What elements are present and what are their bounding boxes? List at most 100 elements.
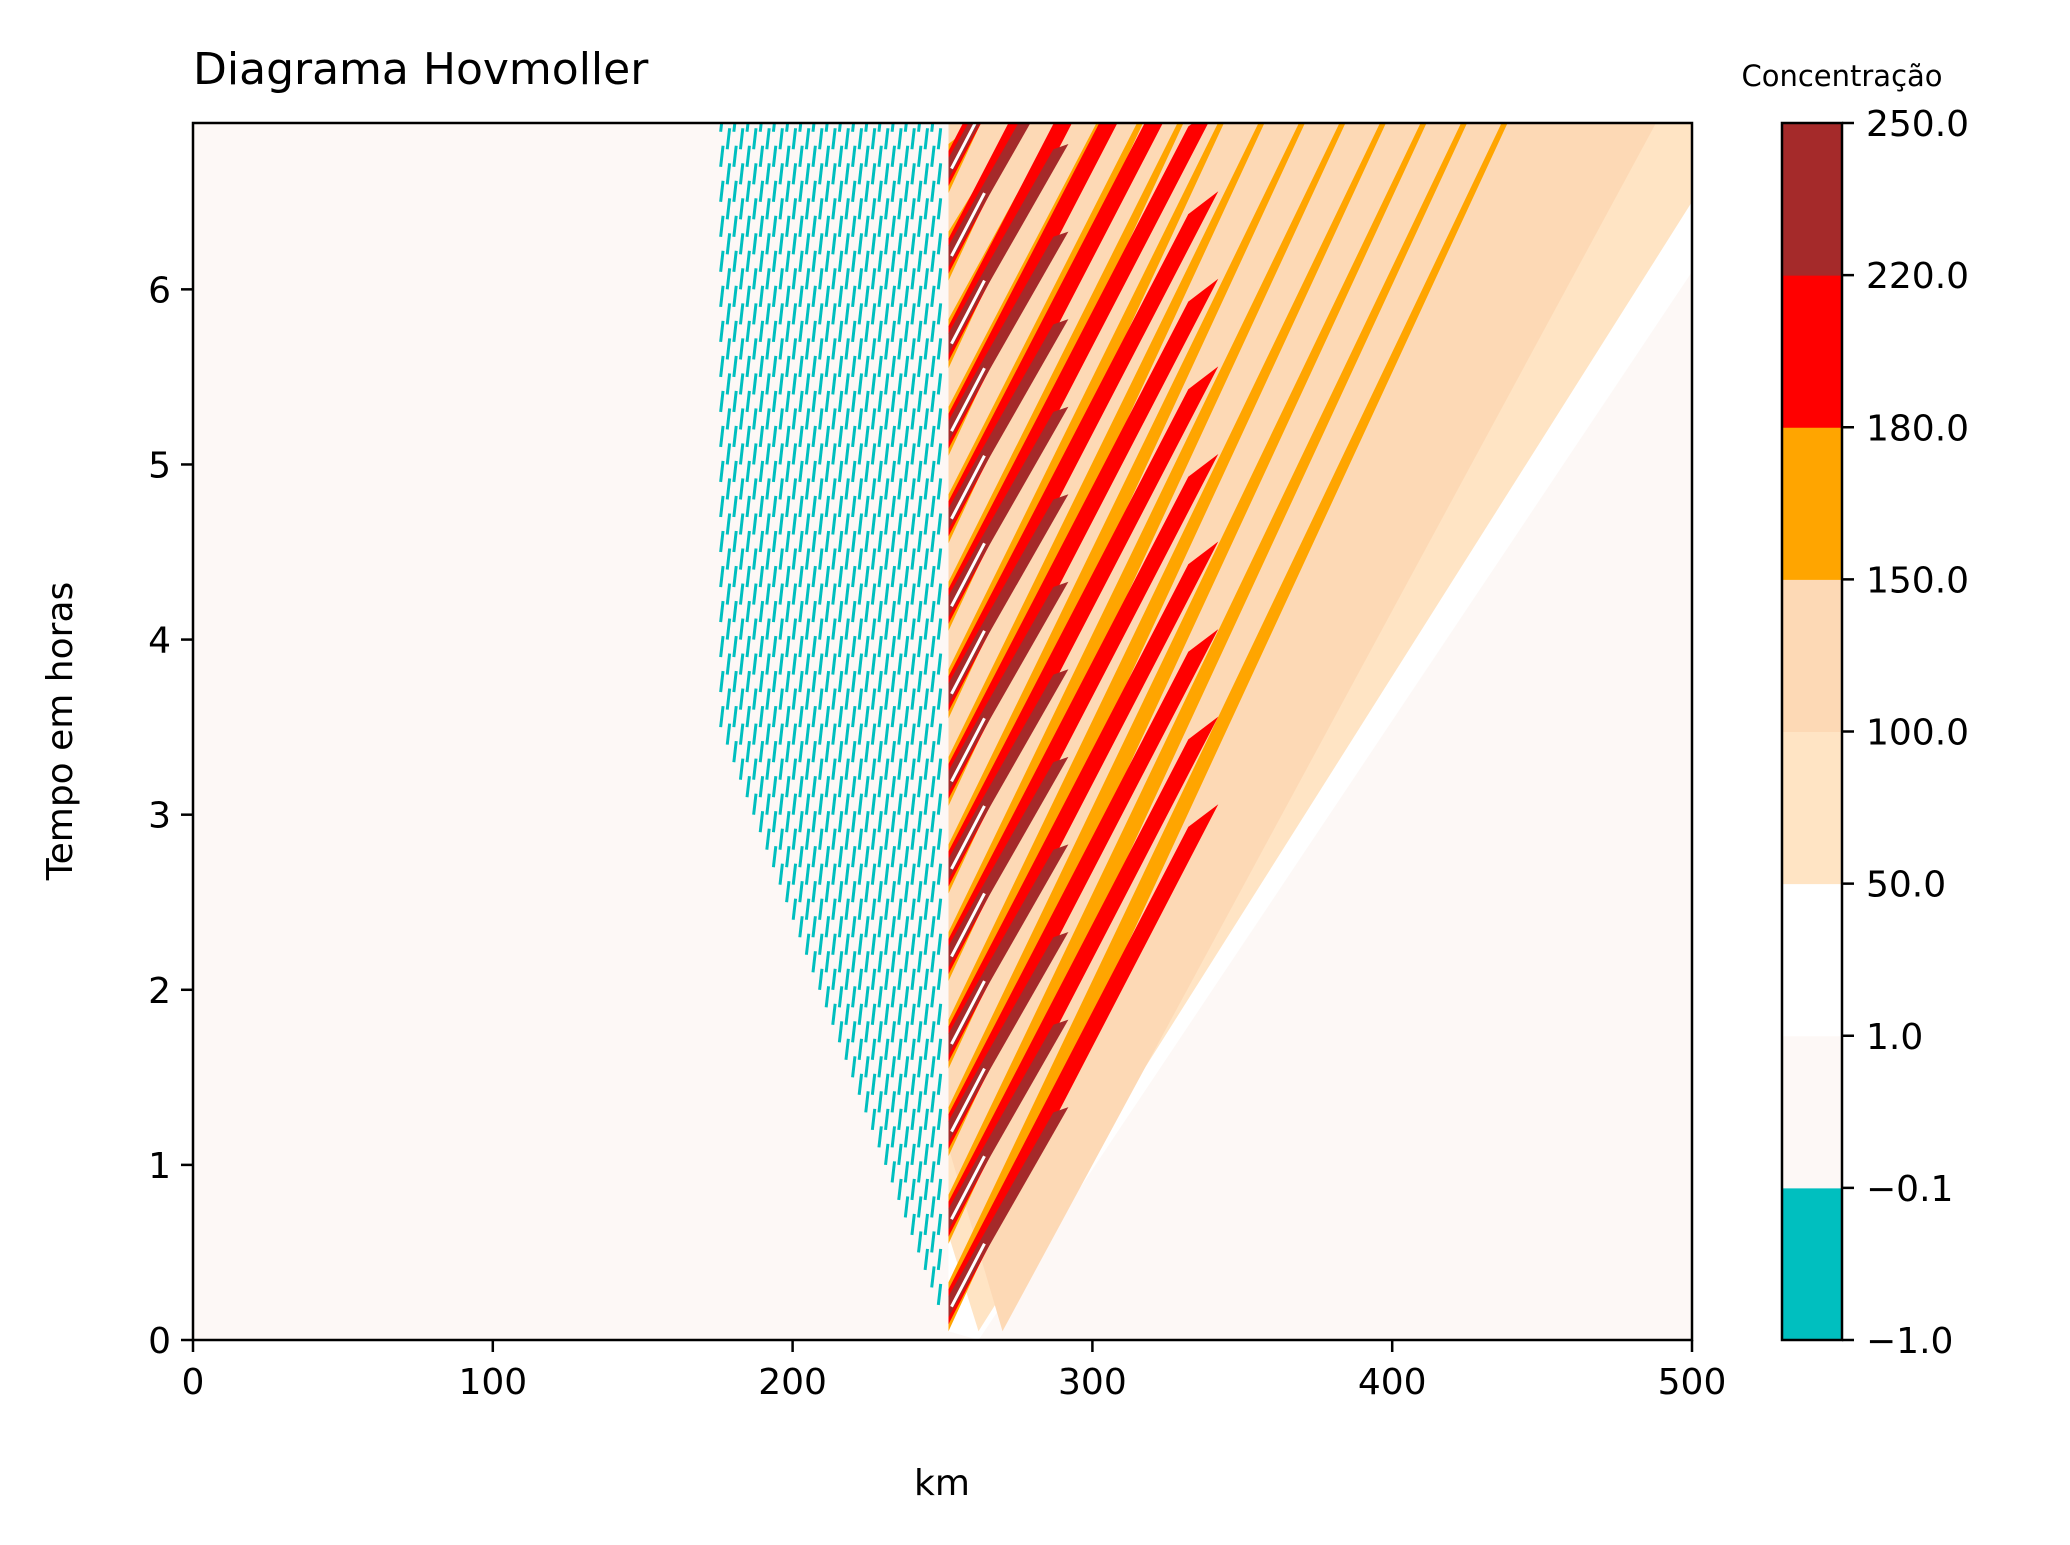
negative-streak [930,1021,936,1043]
negative-streak [765,338,771,360]
negative-streak [738,653,745,675]
negative-streak [765,618,771,640]
negative-streak [903,1091,910,1113]
negative-streak [857,513,864,535]
negative-streak [844,1003,850,1025]
negative-streak [930,775,936,798]
negative-streak [851,390,857,413]
negative-streak [923,758,930,780]
negative-streak [923,828,930,850]
negative-streak [877,495,883,518]
negative-streak [778,828,784,850]
negative-streak [785,705,791,728]
negative-streak [785,811,791,833]
negative-streak [897,478,903,500]
negative-streak [738,758,745,780]
negative-streak [864,1091,870,1113]
negative-streak [910,1143,916,1166]
negative-streak [910,338,916,360]
negative-streak [811,670,817,693]
negative-streak [778,303,784,325]
negative-streak [910,758,916,780]
negative-streak [844,828,850,850]
negative-streak [837,250,844,273]
negative-streak [851,670,857,693]
negative-streak [811,355,817,378]
negative-streak [936,548,943,570]
negative-streak [798,811,804,833]
negative-streak [719,670,725,693]
negative-streak [884,513,890,535]
negative-streak [771,530,778,553]
negative-streak [851,635,857,658]
negative-streak [765,723,771,745]
negative-streak [765,198,771,220]
band-darkred [948,844,1069,1055]
negative-streak [771,180,778,202]
negative-streak [771,123,776,132]
colorbar-segment [1782,731,1842,885]
negative-streak [923,1003,930,1025]
negative-streak [877,145,883,167]
negative-streak [745,285,751,308]
negative-streak [884,478,890,500]
negative-streak [890,986,897,1008]
negative-streak [758,460,765,483]
negative-streak [851,425,857,448]
negative-streak [831,583,837,605]
band-darkred [948,406,1069,617]
negative-streak [818,268,824,290]
negative-streak [857,443,864,465]
negative-streak [930,145,936,167]
negative-streak [903,180,910,202]
negative-streak [870,373,877,395]
negative-streak [804,548,811,570]
negative-streak [917,811,923,833]
negative-streak [897,303,903,325]
negative-streak [824,145,831,167]
negative-streak [771,600,778,623]
negative-streak [864,740,870,763]
negative-streak [890,1161,897,1183]
negative-streak [897,653,903,675]
negative-streak [824,460,831,483]
negative-streak [936,1038,943,1060]
negative-streak [771,740,778,763]
band-darkred [948,231,1069,442]
negative-streak [936,128,943,150]
negative-streak [771,495,778,518]
negative-streak [719,285,725,308]
negative-streak [758,180,765,202]
negative-streak [851,1021,857,1043]
negative-streak [864,145,870,167]
negative-streak [890,811,897,833]
negative-streak [824,916,831,938]
negative-streak [930,705,936,728]
negative-streak [923,163,930,185]
negative-streak [851,215,857,237]
negative-streak [745,145,751,167]
colorbar-segment [1782,427,1842,580]
negative-streak [877,1126,883,1148]
negative-streak [864,670,870,693]
negative-streak [870,268,877,290]
negative-streak [857,338,864,360]
negative-streak [732,355,738,378]
negative-streak [752,373,758,395]
negative-streak [738,478,745,500]
negative-streak [851,285,857,308]
negative-streak [844,898,850,920]
negative-streak [844,723,850,745]
negative-streak [903,881,910,903]
plot-frame [191,121,1694,1342]
negative-streak [725,268,732,290]
negative-streak [890,565,897,588]
negative-streak [719,600,725,623]
negative-streak [804,443,811,465]
negative-streak [890,250,897,273]
negative-streak [818,723,824,745]
negative-streak [811,320,817,343]
negative-streak [778,723,784,745]
negative-streak [837,881,844,903]
negative-streak [870,968,877,990]
